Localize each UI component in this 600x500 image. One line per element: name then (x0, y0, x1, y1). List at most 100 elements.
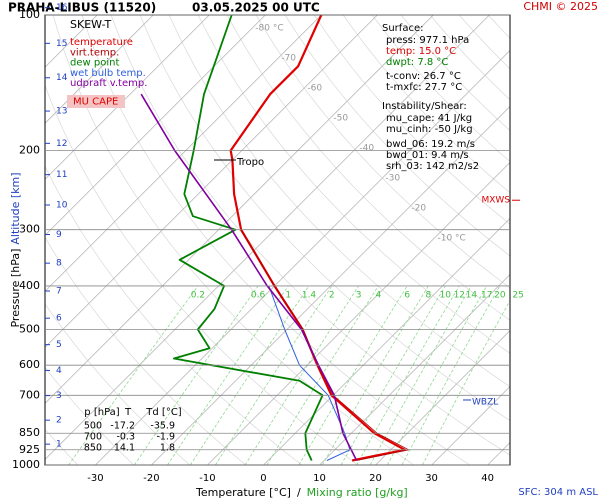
altitude-tick-label: 15 (56, 39, 67, 49)
altitude-tick-label: 8 (56, 259, 62, 269)
altitude-tick-label: 14 (56, 73, 68, 83)
table-cell: -35.9 (150, 421, 175, 432)
surface-line: press: 977.1 hPa (386, 35, 469, 46)
mixing-ratio-label: 25 (512, 290, 523, 300)
y2-label: Altitude [km] (9, 172, 22, 244)
mixing-ratio-label: 20 (494, 290, 506, 300)
table-header: T (124, 407, 132, 418)
dry-adiabat (255, 15, 510, 289)
table-cell: -1.9 (156, 432, 175, 443)
x-tick-label: 20 (369, 473, 382, 484)
sfc-label: SFC: 304 m ASL (518, 487, 598, 498)
mxws-label: MXWS (481, 196, 510, 206)
isotherm-label: -80 °C (255, 24, 283, 34)
altitude-tick-label: 16 (56, 3, 68, 13)
surface-title: Surface: (382, 23, 423, 34)
altitude-tick-label: 2 (56, 416, 62, 426)
isotherm-label: -60 (307, 84, 322, 94)
altitude-tick-label: 9 (56, 230, 62, 240)
legend-entry: temperature (70, 37, 133, 48)
dry-adiabat (168, 15, 510, 388)
instability-line: bwd_06: 19.2 m/s (386, 139, 475, 150)
instability-title: Instability/Shear: (382, 101, 467, 112)
instability-line: mu_cape: 41 J/kg (386, 113, 472, 124)
x-tick-label: -30 (87, 473, 103, 484)
mixing-ratio-label: 3 (356, 290, 362, 300)
diagram-label: SKEW-T (70, 18, 112, 31)
altitude-tick-label: 6 (56, 314, 62, 324)
isotherm-grid (431, 386, 510, 465)
x-tick-label: 40 (481, 473, 494, 484)
instability-line: mu_cinh: -50 J/kg (386, 124, 473, 135)
surface-line: t-conv: 26.7 °C (386, 71, 461, 82)
isotherm-grid (263, 217, 510, 465)
y-tick-label: 400 (19, 279, 40, 292)
legend-entry: udpraft v.temp. (70, 78, 147, 89)
chart-subtitle: 03.05.2025 00 UTC (192, 1, 320, 15)
mixing-ratio-label: 0.6 (251, 290, 266, 300)
dry-adiabat (284, 15, 510, 257)
instability-line: srh_03: 142 m2/s2 (386, 161, 479, 172)
y-tick-label: 300 (19, 223, 40, 236)
x-tick-label: -20 (143, 473, 159, 484)
table-header: Td [°C] (145, 407, 182, 418)
mixing-ratio-line (401, 285, 501, 465)
instability-line: bwd_01: 9.4 m/s (386, 150, 469, 161)
isotherm-label: -20 (411, 204, 426, 214)
dry-adiabat (226, 15, 510, 321)
legend-entry: virt.temp. (70, 47, 119, 58)
table-cell: 850 (84, 443, 102, 454)
x-tick-label: 30 (425, 473, 438, 484)
altitude-tick-label: 12 (56, 139, 67, 149)
altitude-tick-label: 4 (56, 366, 62, 376)
surface-line: dwpt: 7.8 °C (386, 57, 448, 68)
isotherm-label: -10 °C (437, 234, 465, 244)
profile-line (173, 15, 324, 461)
isotherm-label: -40 (359, 144, 374, 154)
isotherm (45, 15, 490, 460)
y-tick-label: 500 (19, 323, 40, 336)
dry-adiabat (517, 15, 600, 465)
x-label-separator: / (297, 486, 301, 499)
surface-line: temp: 15.0 °C (386, 46, 456, 57)
y-tick-label: 925 (19, 443, 40, 456)
mixing-ratio-label: 2 (329, 290, 335, 300)
table-cell: -0.3 (116, 432, 135, 443)
table-cell: 500 (84, 421, 102, 432)
x-tick-label: 10 (313, 473, 326, 484)
credit: CHMI © 2025 (523, 0, 598, 13)
y-tick-label: 200 (19, 143, 40, 156)
x-tick-label: 0 (260, 473, 266, 484)
mixing-ratio-line (134, 285, 259, 465)
table-cell: 1.8 (160, 443, 175, 454)
mixing-ratio-label: 8 (426, 290, 432, 300)
cape-box (67, 95, 125, 108)
mixing-ratio-label: 1 (285, 290, 291, 300)
isotherm (95, 49, 510, 465)
mixing-ratio-label: 12 (454, 290, 465, 300)
cape-label: MU CAPE (73, 97, 118, 108)
x-label: Temperature [°C] (195, 486, 291, 499)
x-label-2: Mixing ratio [g/kg] (307, 486, 408, 499)
isotherm-grid (151, 105, 510, 465)
isotherm-grid (319, 273, 510, 465)
mixing-ratio-label: 6 (404, 290, 410, 300)
wbzl-label: WBZL (472, 397, 498, 407)
isotherm (45, 15, 378, 348)
surface-line: t-mxfc: 27.7 °C (386, 82, 462, 93)
y-tick-label: 100 (19, 8, 40, 21)
isotherm-label: -30 (385, 174, 400, 184)
table-cell: 700 (84, 432, 102, 443)
altitude-tick-label: 11 (56, 170, 67, 180)
altitude-tick-label: 7 (56, 287, 62, 297)
altitude-tick-label: 13 (56, 107, 67, 117)
isotherm (45, 15, 266, 236)
mixing-ratio-label: 17 (481, 290, 492, 300)
x-tick-label: -10 (199, 473, 215, 484)
y-tick-label: 1000 (12, 458, 40, 471)
altitude-tick-label: 3 (56, 391, 62, 401)
y-tick-label: 850 (19, 426, 40, 439)
legend-entry: wet bulb temp. (70, 68, 146, 79)
isotherm-label: -50 (333, 114, 348, 124)
y-axis-label: Pressure [hPa] Altitude [km] (9, 172, 22, 327)
